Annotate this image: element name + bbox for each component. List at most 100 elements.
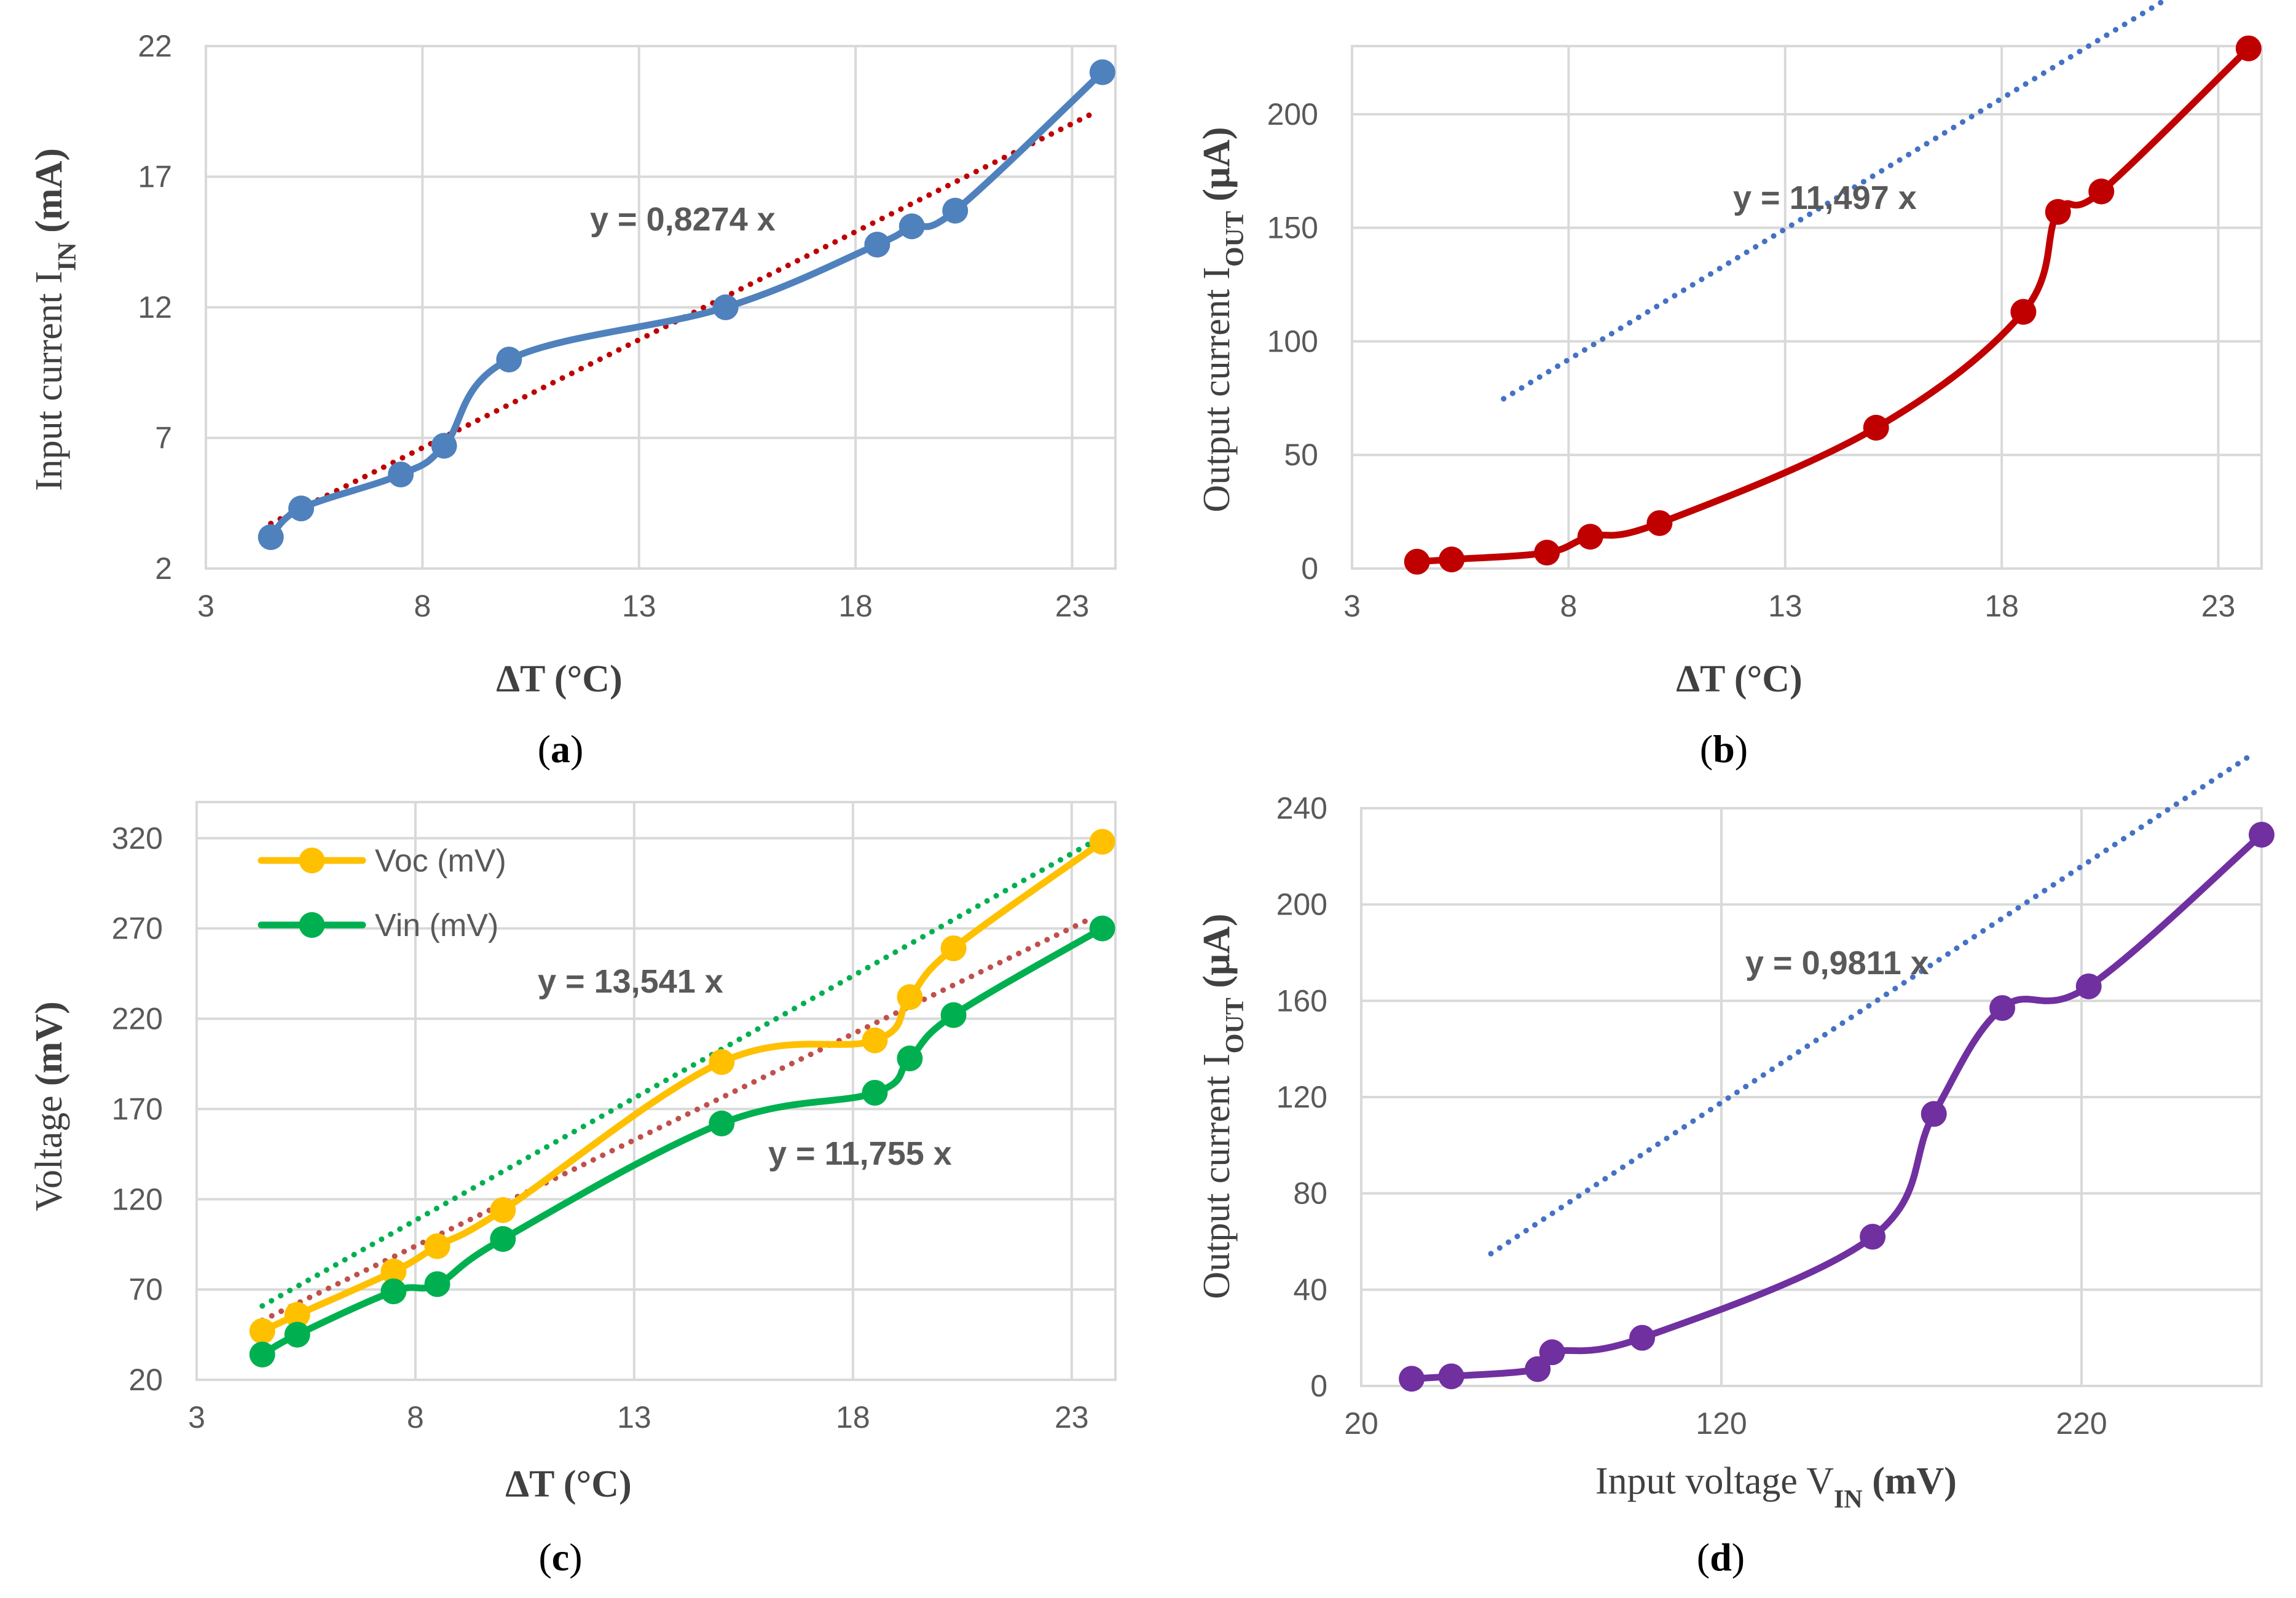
data-point [496,347,522,372]
x-tick-label: 120 [1696,1406,1747,1441]
panel-label: (a) [538,727,584,771]
trendline-equation: y = 0,8274 x [590,201,776,238]
y-tick-label: 150 [1267,211,1318,245]
x-tick-label: 220 [2056,1406,2107,1441]
gridlines [205,45,1117,570]
panel-label: (c) [538,1535,582,1579]
data-point [940,935,967,961]
y-tick-label: 220 [112,1002,163,1036]
x-tick-label: 23 [1055,1400,1089,1435]
data-points [1404,35,2262,575]
y-axis-title-main: Output current I [1196,1053,1238,1299]
data-point [2249,822,2274,848]
tick-labels: 3 8 13 18 23 0 50 100 150 200 [1267,97,2236,623]
data-point [284,1321,310,1348]
data-point [388,462,414,487]
data-point [898,213,925,240]
data-point [862,1079,888,1106]
x-tick-label: 13 [622,589,656,623]
y-axis-title: Output current IOUT (μA) [1196,127,1249,512]
x-axis-title-subscript: IN [1834,1486,1863,1514]
data-point [862,1027,888,1053]
x-tick-label: 8 [407,1400,424,1435]
y-axis-title-subscript: OUT [1221,211,1249,267]
data-point [249,1341,275,1368]
y-axis-title: Output current IOUT (μA) [1196,913,1249,1299]
data-point [2075,973,2102,999]
legend-entry: Voc (mV) [375,843,506,879]
x-tick-label: 3 [188,1400,205,1435]
y-tick-label: 200 [1276,888,1327,922]
gridlines [1360,807,2263,1387]
data-point [1399,1366,1425,1392]
data-points [258,59,1115,550]
y-tick-label: 50 [1284,438,1318,472]
plot-area [1351,45,2263,570]
y-tick-label: 170 [112,1092,163,1126]
x-tick-label: 18 [1984,589,2019,623]
data-point [431,433,457,459]
y-tick-label: 0 [1301,551,1318,586]
y-axis-title-subscript: OUT [1221,998,1249,1053]
data-point [712,294,739,320]
x-axis-title: Input voltage VIN (mV) [1595,1460,1957,1514]
data-point [424,1271,450,1297]
data-point [284,1302,310,1328]
x-tick-label: 18 [836,1400,870,1435]
x-axis-title: ΔT (°C) [505,1463,631,1505]
y-tick-label: 80 [1293,1176,1327,1211]
data-point [897,984,923,1010]
y-tick-label: 270 [112,911,163,946]
data-point [709,1110,735,1136]
x-tick-label: 18 [838,589,873,623]
chart-panel-a: 3 8 13 18 23 2 7 12 17 22 y = 0,8274 x ΔT (°C) In… [28,29,1117,771]
y-tick-label: 12 [138,290,172,325]
y-tick-label: 22 [138,29,172,63]
y-axis-title-unit: (mA) [28,148,70,242]
y-tick-label: 320 [112,821,163,856]
y-axis-title-main: Voltage [28,1086,70,1211]
y-tick-label: 70 [128,1272,163,1307]
data-point [1089,59,1115,85]
data-point [1629,1324,1656,1351]
x-axis-title-unit: (mV) [1863,1460,1957,1502]
data-point [1863,414,1889,441]
data-point [942,197,969,224]
trendline-equation-voc: y = 13,541 x [538,963,723,1000]
legend-swatch-marker [299,848,325,873]
data-point [1438,1363,1464,1390]
y-tick-label: 120 [1276,1080,1327,1114]
data-point [1577,524,1603,550]
trendline [1488,755,2251,1257]
series-lines [1408,831,2265,1382]
data-point [1989,995,2016,1021]
series-lines [1413,45,2252,565]
trendline [259,838,1096,1309]
y-axis-title-unit: (mV) [28,1001,70,1086]
chart-panel-b: 3 8 13 18 23 0 50 100 150 200 y = 11,497 x ΔT (°C… [1196,0,2263,771]
series-line [1413,45,2252,565]
data-point [1089,915,1115,942]
data-point [380,1258,407,1285]
legend-swatch-marker [299,912,325,938]
y-axis-title-unit: (μA) [1196,127,1238,211]
y-tick-label: 120 [112,1182,163,1216]
data-point [1860,1224,1886,1250]
data-point [2088,178,2115,205]
data-point [1921,1101,1947,1127]
data-point [2010,299,2037,325]
data-point [380,1278,407,1305]
data-point [2235,35,2262,61]
trendline [259,914,1096,1323]
trendlines [259,838,1096,1323]
y-axis-title-main: Input current I [28,271,70,491]
x-tick-label: 8 [1560,589,1577,623]
trendlines [1501,0,2171,402]
trendline-equation: y = 11,497 x [1733,179,1917,216]
y-axis-title: Input current IIN (mA) [28,148,82,491]
y-tick-label: 17 [138,160,172,194]
x-tick-label: 23 [1055,589,1090,623]
data-point [258,524,284,550]
trendline [1501,0,2171,402]
